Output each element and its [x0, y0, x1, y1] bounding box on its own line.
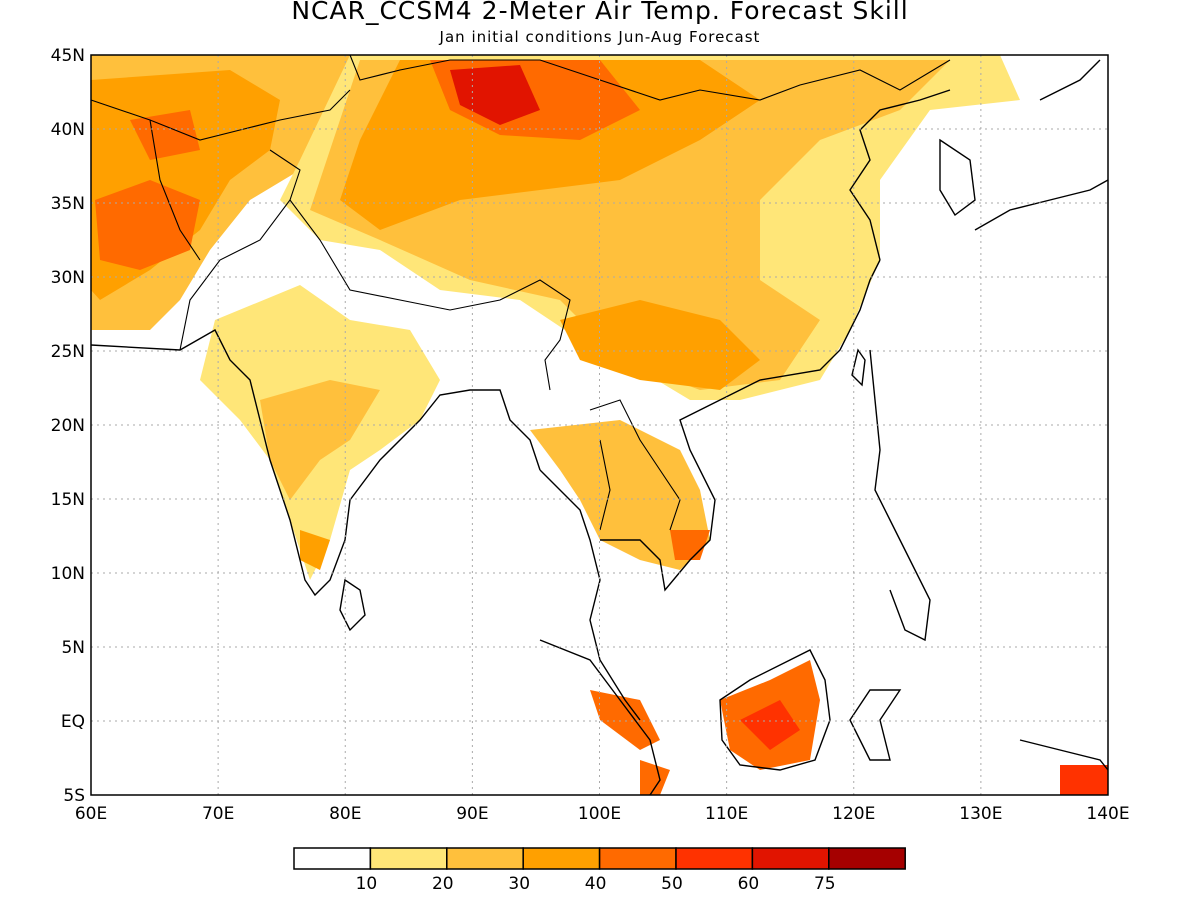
legend-swatch	[675, 847, 754, 870]
legend-swatch	[446, 847, 524, 870]
legend-label: 10	[356, 874, 378, 894]
border-himalaya	[289, 199, 571, 391]
legend-swatch	[828, 847, 906, 870]
lon-tick-label: 60E	[75, 804, 107, 824]
shade-sumatra	[590, 690, 660, 750]
gridlines	[91, 55, 1108, 795]
borders	[90, 54, 951, 531]
lon-tick-label: 100E	[578, 804, 621, 824]
lon-tick-label: 80E	[329, 804, 361, 824]
coast-china-east	[849, 89, 951, 261]
lat-tick-labels: 5S EQ 5N 10N 15N 20N 25N 30N 35N 40N 45N	[51, 46, 85, 806]
lon-tick-label: 70E	[202, 804, 234, 824]
shade-mongolia	[340, 60, 760, 230]
shade-southwest-china	[560, 300, 760, 390]
lat-tick-label: 10N	[51, 564, 85, 584]
coast-new-guinea	[1019, 739, 1109, 771]
lat-tick-label: 5S	[63, 786, 85, 806]
lon-tick-labels: 60E 70E 80E 90E 100E 110E 120E 130E 140E	[75, 804, 1130, 824]
lon-tick-label: 110E	[705, 804, 748, 824]
legend-swatch	[522, 847, 601, 870]
coast-indochina	[539, 259, 881, 721]
coastlines	[90, 59, 1109, 796]
border-pakistan	[179, 149, 301, 351]
shade-borneo-core	[740, 700, 800, 750]
lat-tick-label: 40N	[51, 120, 85, 140]
coast-korea	[939, 138, 976, 217]
coast-borneo	[719, 649, 831, 771]
legend-label: 60	[738, 874, 760, 894]
lat-tick-label: 5N	[61, 638, 85, 658]
legend-boxes	[293, 847, 906, 870]
legend-swatch	[598, 847, 677, 870]
lat-tick-label: 20N	[51, 416, 85, 436]
lat-tick-label: 15N	[51, 490, 85, 510]
coast-japan	[974, 59, 1109, 231]
legend-swatch	[751, 847, 830, 870]
shade-india-mid	[260, 380, 380, 500]
shade-new-guinea	[1060, 765, 1108, 795]
legend-label: 50	[661, 874, 683, 894]
shade-indochina-strong	[670, 530, 710, 560]
lat-tick-label: EQ	[61, 712, 85, 732]
chart-subtitle: Jan initial conditions Jun-Aug Forecast	[439, 28, 761, 46]
legend-labels: 10 20 30 40 50 60 75	[356, 874, 836, 894]
chart-title: NCAR_CCSM4 2-Meter Air Temp. Forecast Sk…	[291, 0, 909, 25]
skill-shading	[91, 55, 1108, 795]
shade-sumatra-south	[640, 760, 670, 795]
shade-indochina	[530, 420, 710, 570]
lon-tick-label: 140E	[1086, 804, 1129, 824]
border-central-asia	[90, 89, 351, 261]
shade-hotspot-west	[130, 110, 200, 160]
legend-label: 75	[814, 874, 836, 894]
coast-sumatra	[539, 639, 661, 796]
coast-sri-lanka	[339, 578, 366, 632]
legend-label: 40	[585, 874, 607, 894]
lon-tick-label: 90E	[456, 804, 488, 824]
border-indochina	[589, 399, 681, 531]
lat-tick-label: 25N	[51, 342, 85, 362]
legend-label: 20	[432, 874, 454, 894]
shade-india-blob	[300, 530, 330, 570]
border-china-mongolia	[349, 54, 951, 101]
coast-arabian-sea	[90, 329, 541, 597]
lat-tick-label: 35N	[51, 194, 85, 214]
legend-swatch	[369, 847, 448, 870]
legend-swatch	[293, 847, 372, 870]
coast-sulawesi	[849, 689, 902, 761]
lat-tick-label: 45N	[51, 46, 85, 66]
lon-tick-label: 130E	[959, 804, 1002, 824]
legend-label: 30	[508, 874, 530, 894]
lat-tick-label: 30N	[51, 268, 85, 288]
coast-taiwan	[851, 348, 866, 387]
lon-tick-label: 120E	[832, 804, 875, 824]
map-frame	[90, 54, 1109, 796]
